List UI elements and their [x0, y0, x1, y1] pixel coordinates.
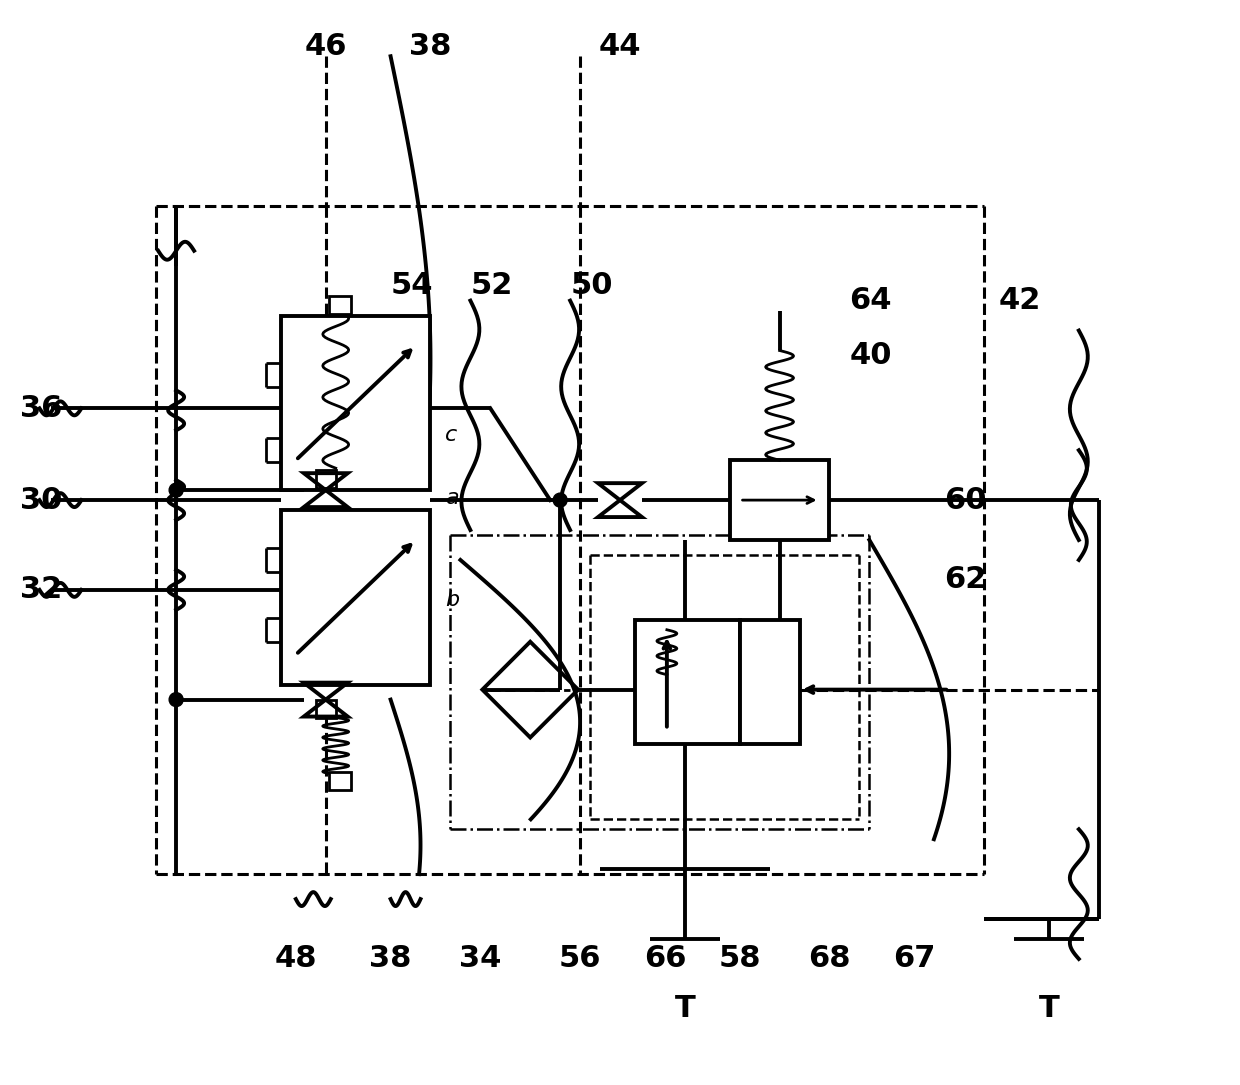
Text: 68: 68 — [808, 944, 851, 973]
Text: 50: 50 — [570, 271, 613, 301]
Circle shape — [553, 493, 567, 507]
Text: 42: 42 — [999, 286, 1042, 315]
Bar — [329, 773, 351, 790]
Text: 38: 38 — [370, 944, 412, 973]
Circle shape — [169, 692, 184, 706]
Bar — [635, 620, 740, 744]
Text: 40: 40 — [849, 341, 892, 370]
Text: c: c — [445, 425, 458, 445]
Bar — [316, 470, 336, 488]
Text: b: b — [445, 590, 460, 610]
Text: 36: 36 — [20, 394, 63, 423]
Circle shape — [169, 483, 184, 497]
Text: 60: 60 — [944, 486, 987, 514]
Text: 67: 67 — [893, 944, 935, 973]
Text: 52: 52 — [470, 271, 513, 301]
Text: 30: 30 — [20, 486, 63, 514]
Text: 46: 46 — [305, 31, 347, 61]
Text: 54: 54 — [391, 271, 433, 301]
Bar — [281, 316, 430, 490]
Text: T: T — [675, 994, 696, 1023]
Text: 44: 44 — [599, 31, 641, 61]
Text: 64: 64 — [849, 286, 892, 315]
Bar — [729, 460, 830, 540]
Text: a: a — [445, 488, 459, 508]
Text: 32: 32 — [20, 575, 62, 604]
Bar — [740, 620, 800, 744]
Text: 34: 34 — [459, 944, 501, 973]
Bar — [281, 510, 430, 685]
Bar — [316, 700, 336, 717]
Text: 48: 48 — [274, 944, 317, 973]
Text: 66: 66 — [644, 944, 686, 973]
Text: 56: 56 — [559, 944, 601, 973]
Text: T: T — [1039, 994, 1059, 1023]
Text: 38: 38 — [409, 31, 451, 61]
Text: 58: 58 — [718, 944, 761, 973]
Text: 62: 62 — [944, 565, 987, 595]
Bar — [329, 295, 351, 314]
